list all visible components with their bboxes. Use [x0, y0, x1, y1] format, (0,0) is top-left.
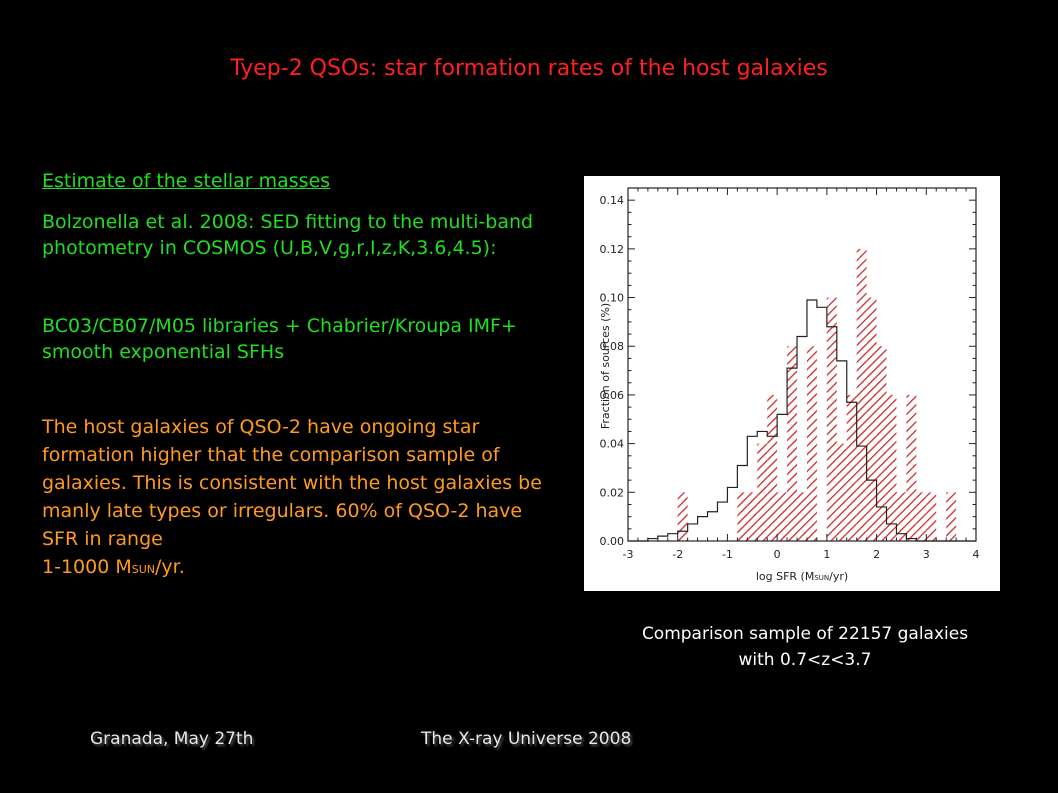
qso2-bar	[826, 297, 837, 541]
qso2-bar	[906, 394, 917, 541]
qso2-bar	[797, 492, 807, 541]
paragraph-host-galaxies: The host galaxies of QSO-2 have ongoing …	[42, 413, 562, 584]
qso2-bar	[777, 492, 788, 541]
y-tick-label: 0.10	[600, 292, 625, 305]
y-tick-label: 0.12	[600, 243, 625, 256]
qso2-bar	[757, 443, 768, 541]
sfr-range-unit: /yr.	[155, 556, 185, 578]
qso2-bar	[806, 346, 817, 541]
qso2-bar	[737, 492, 748, 541]
qso2-bar	[767, 394, 778, 541]
x-tick-label: -2	[672, 548, 683, 561]
paragraph-host-text: The host galaxies of QSO-2 have ongoing …	[42, 416, 542, 550]
qso2-bar	[926, 492, 937, 541]
x-axis-label: log SFR (MSUN/yr)	[756, 570, 848, 583]
y-tick-label: 0.06	[600, 389, 625, 402]
qso2-bar	[916, 492, 927, 541]
footer-conference: The X-ray Universe 2008	[421, 729, 632, 749]
x-axis-label-end: /yr)	[829, 570, 848, 583]
paragraph-sed-fitting: Bolzonella et al. 2008: SED fitting to t…	[42, 211, 534, 259]
paragraph-libraries: BC03/CB07/M05 libraries + Chabrier/Kroup…	[42, 315, 517, 363]
qso2-bar	[896, 492, 907, 541]
x-axis-label-main: log SFR (M	[756, 570, 815, 583]
y-tick-label: 0.00	[600, 535, 625, 548]
qso2-bar	[787, 346, 798, 541]
sfr-range-subscript: SUN	[131, 563, 155, 576]
x-tick-label: 1	[823, 548, 830, 561]
histogram-caption: Comparison sample of 22157 galaxies with…	[641, 624, 969, 670]
y-tick-label: 0.02	[600, 486, 625, 499]
y-axis-label: Fraction of sources (%)	[599, 303, 612, 429]
qso2-bar	[946, 492, 957, 541]
qso2-bar	[677, 492, 688, 541]
x-tick-label: -1	[722, 548, 733, 561]
qso2-bar	[866, 297, 877, 541]
x-tick-label: -3	[623, 548, 634, 561]
qso2-bar	[836, 443, 847, 541]
slide-title: Tyep-2 QSOs: star formation rates of the…	[230, 56, 828, 81]
footer-location: Granada, May 27th	[90, 729, 254, 749]
y-tick-label: 0.14	[600, 194, 625, 207]
histogram-panel: -3 -2 -1 0 1 2 3 4 0.00 0.02 0.04 0.06 0.08 0.10 0.12 0…	[584, 176, 1000, 591]
x-axis-label-sub: SUN	[814, 574, 829, 582]
sfr-histogram: -3 -2 -1 0 1 2 3 4 0.00 0.02 0.04 0.06 0.08 0.10 0.12 0…	[599, 187, 980, 583]
section-heading: Estimate of the stellar masses	[42, 170, 331, 192]
qso2-bar	[846, 394, 857, 541]
plot-frame	[627, 187, 977, 542]
x-tick-label: 3	[923, 548, 930, 561]
qso2-bar	[886, 394, 897, 541]
qso2-bar	[747, 492, 758, 541]
x-tick-label: 0	[774, 548, 781, 561]
y-tick-label: 0.04	[600, 438, 625, 451]
y-tick-label: 0.08	[600, 340, 625, 353]
qso2-bar	[876, 346, 887, 541]
x-tick-label: 4	[973, 548, 980, 561]
sfr-range: 1-1000 M	[42, 556, 132, 578]
comparison-sample-histogram	[628, 299, 976, 542]
qso2-bar	[856, 248, 867, 541]
x-tick-label: 2	[873, 548, 880, 561]
